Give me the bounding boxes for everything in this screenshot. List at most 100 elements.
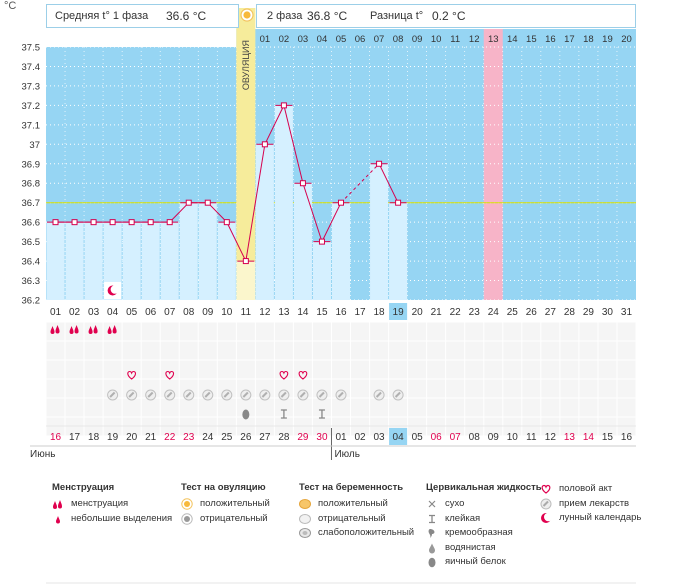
drops-icon (52, 498, 64, 510)
legend-mucus-sticky: клейкая (426, 512, 542, 527)
pill-stripe (223, 391, 230, 398)
y-tick-label: 37 (29, 140, 40, 151)
table-cell (103, 341, 122, 360)
cycle-day-label: 21 (431, 307, 443, 318)
legend-medication: прием лекарств (540, 497, 641, 512)
pill-icon (540, 498, 552, 510)
temperature-line-segment (207, 202, 228, 223)
temperature-line-segment (302, 183, 323, 242)
temperature-point (223, 219, 230, 226)
table-cell (370, 398, 389, 417)
legend-mucus-watery: водянистая (426, 541, 542, 556)
legend-mucus-creamy: кремообразная (426, 526, 542, 541)
table-cell (122, 398, 141, 417)
y-tick-label: 37.4 (22, 62, 41, 73)
phase2-day-label: 15 (526, 34, 537, 45)
table-cell (503, 360, 522, 379)
table-cell (617, 341, 636, 360)
table-cell (427, 360, 446, 379)
table-cell (503, 398, 522, 417)
cross-icon (426, 498, 438, 510)
table-cell (160, 341, 179, 360)
temperature-point (90, 219, 97, 226)
table-cell (351, 322, 370, 341)
calendar-date-label: 01 (335, 432, 347, 443)
table-cell (579, 360, 598, 379)
table-cell (103, 398, 122, 417)
table-cell (46, 360, 65, 379)
cycle-day-label: 09 (202, 307, 214, 318)
table-cell (427, 398, 446, 417)
table-cell (446, 379, 465, 398)
temperature-point (261, 141, 268, 148)
table-cell (408, 341, 427, 360)
ovulation-column-base (236, 261, 256, 300)
temperature-point (376, 160, 383, 167)
table-cell (522, 341, 541, 360)
drops-icon (69, 326, 74, 334)
table-cell (236, 322, 255, 341)
calendar-date-label: 12 (545, 432, 557, 443)
drops-icon (50, 326, 55, 334)
table-cell (103, 360, 122, 379)
legend-pregnancy-negative: отрицательный (299, 512, 414, 527)
table-cell (598, 360, 617, 379)
table-cell (312, 360, 331, 379)
phase2-day-label: 20 (621, 34, 632, 45)
cycle-day-label: 05 (126, 307, 138, 318)
phase1-summary: Средняя t° 1 фаза 36.6 °C (46, 4, 239, 28)
table-cell (427, 341, 446, 360)
table-cell (541, 360, 560, 379)
table-cell (141, 322, 160, 341)
cycle-day-label: 18 (374, 307, 386, 318)
sun-icon (240, 8, 254, 22)
phase2-day-label: 11 (450, 34, 460, 45)
table-cell (84, 341, 103, 360)
table-cell (560, 398, 579, 417)
table-cell (560, 360, 579, 379)
legend-mucus-eggwhite: яичный белок (426, 555, 542, 570)
creamy-icon (426, 527, 438, 539)
calendar-date-label: 03 (374, 432, 386, 443)
cycle-day-label: 14 (297, 307, 309, 318)
table-cell (217, 360, 236, 379)
table-cell (560, 379, 579, 398)
table-cell (217, 341, 236, 360)
temperature-point (204, 199, 211, 206)
temperature-line-segment (226, 221, 247, 262)
table-cell (446, 322, 465, 341)
table-cell (122, 322, 141, 341)
legend-label: яичный белок (445, 556, 506, 568)
table-cell (255, 360, 274, 379)
table-cell (370, 341, 389, 360)
phase2-day-label: 13 (488, 34, 499, 45)
table-cell (579, 341, 598, 360)
table-cell (351, 360, 370, 379)
cycle-day-label: 15 (316, 307, 328, 318)
table-cell (255, 322, 274, 341)
temperature-point (395, 199, 402, 206)
legend-label: сухо (445, 498, 465, 510)
temperature-line-segment (378, 163, 399, 203)
table-cell (293, 398, 312, 417)
table-cell (179, 322, 198, 341)
calendar-date-label: 22 (164, 432, 176, 443)
table-cell (446, 341, 465, 360)
phase2-day-label: 10 (431, 34, 442, 45)
table-cell (274, 322, 293, 341)
calendar-date-label: 25 (221, 432, 233, 443)
current-date-highlight (389, 428, 408, 445)
temperature-bar (293, 183, 312, 300)
ovulation-column (236, 8, 256, 262)
temperature-point (109, 219, 116, 226)
temperature-bar (274, 105, 293, 300)
calendar-date-label: 19 (107, 432, 119, 443)
temperature-bar (160, 222, 179, 300)
legend-menstruation-title: Менструация (52, 482, 115, 493)
legend-label: положительный (318, 498, 388, 510)
temperature-bar (312, 241, 331, 300)
table-cell (141, 341, 160, 360)
table-cell (427, 322, 446, 341)
sticky-icon (318, 409, 325, 419)
legend-other: половой акт прием лекарств лунный календ… (540, 482, 641, 526)
